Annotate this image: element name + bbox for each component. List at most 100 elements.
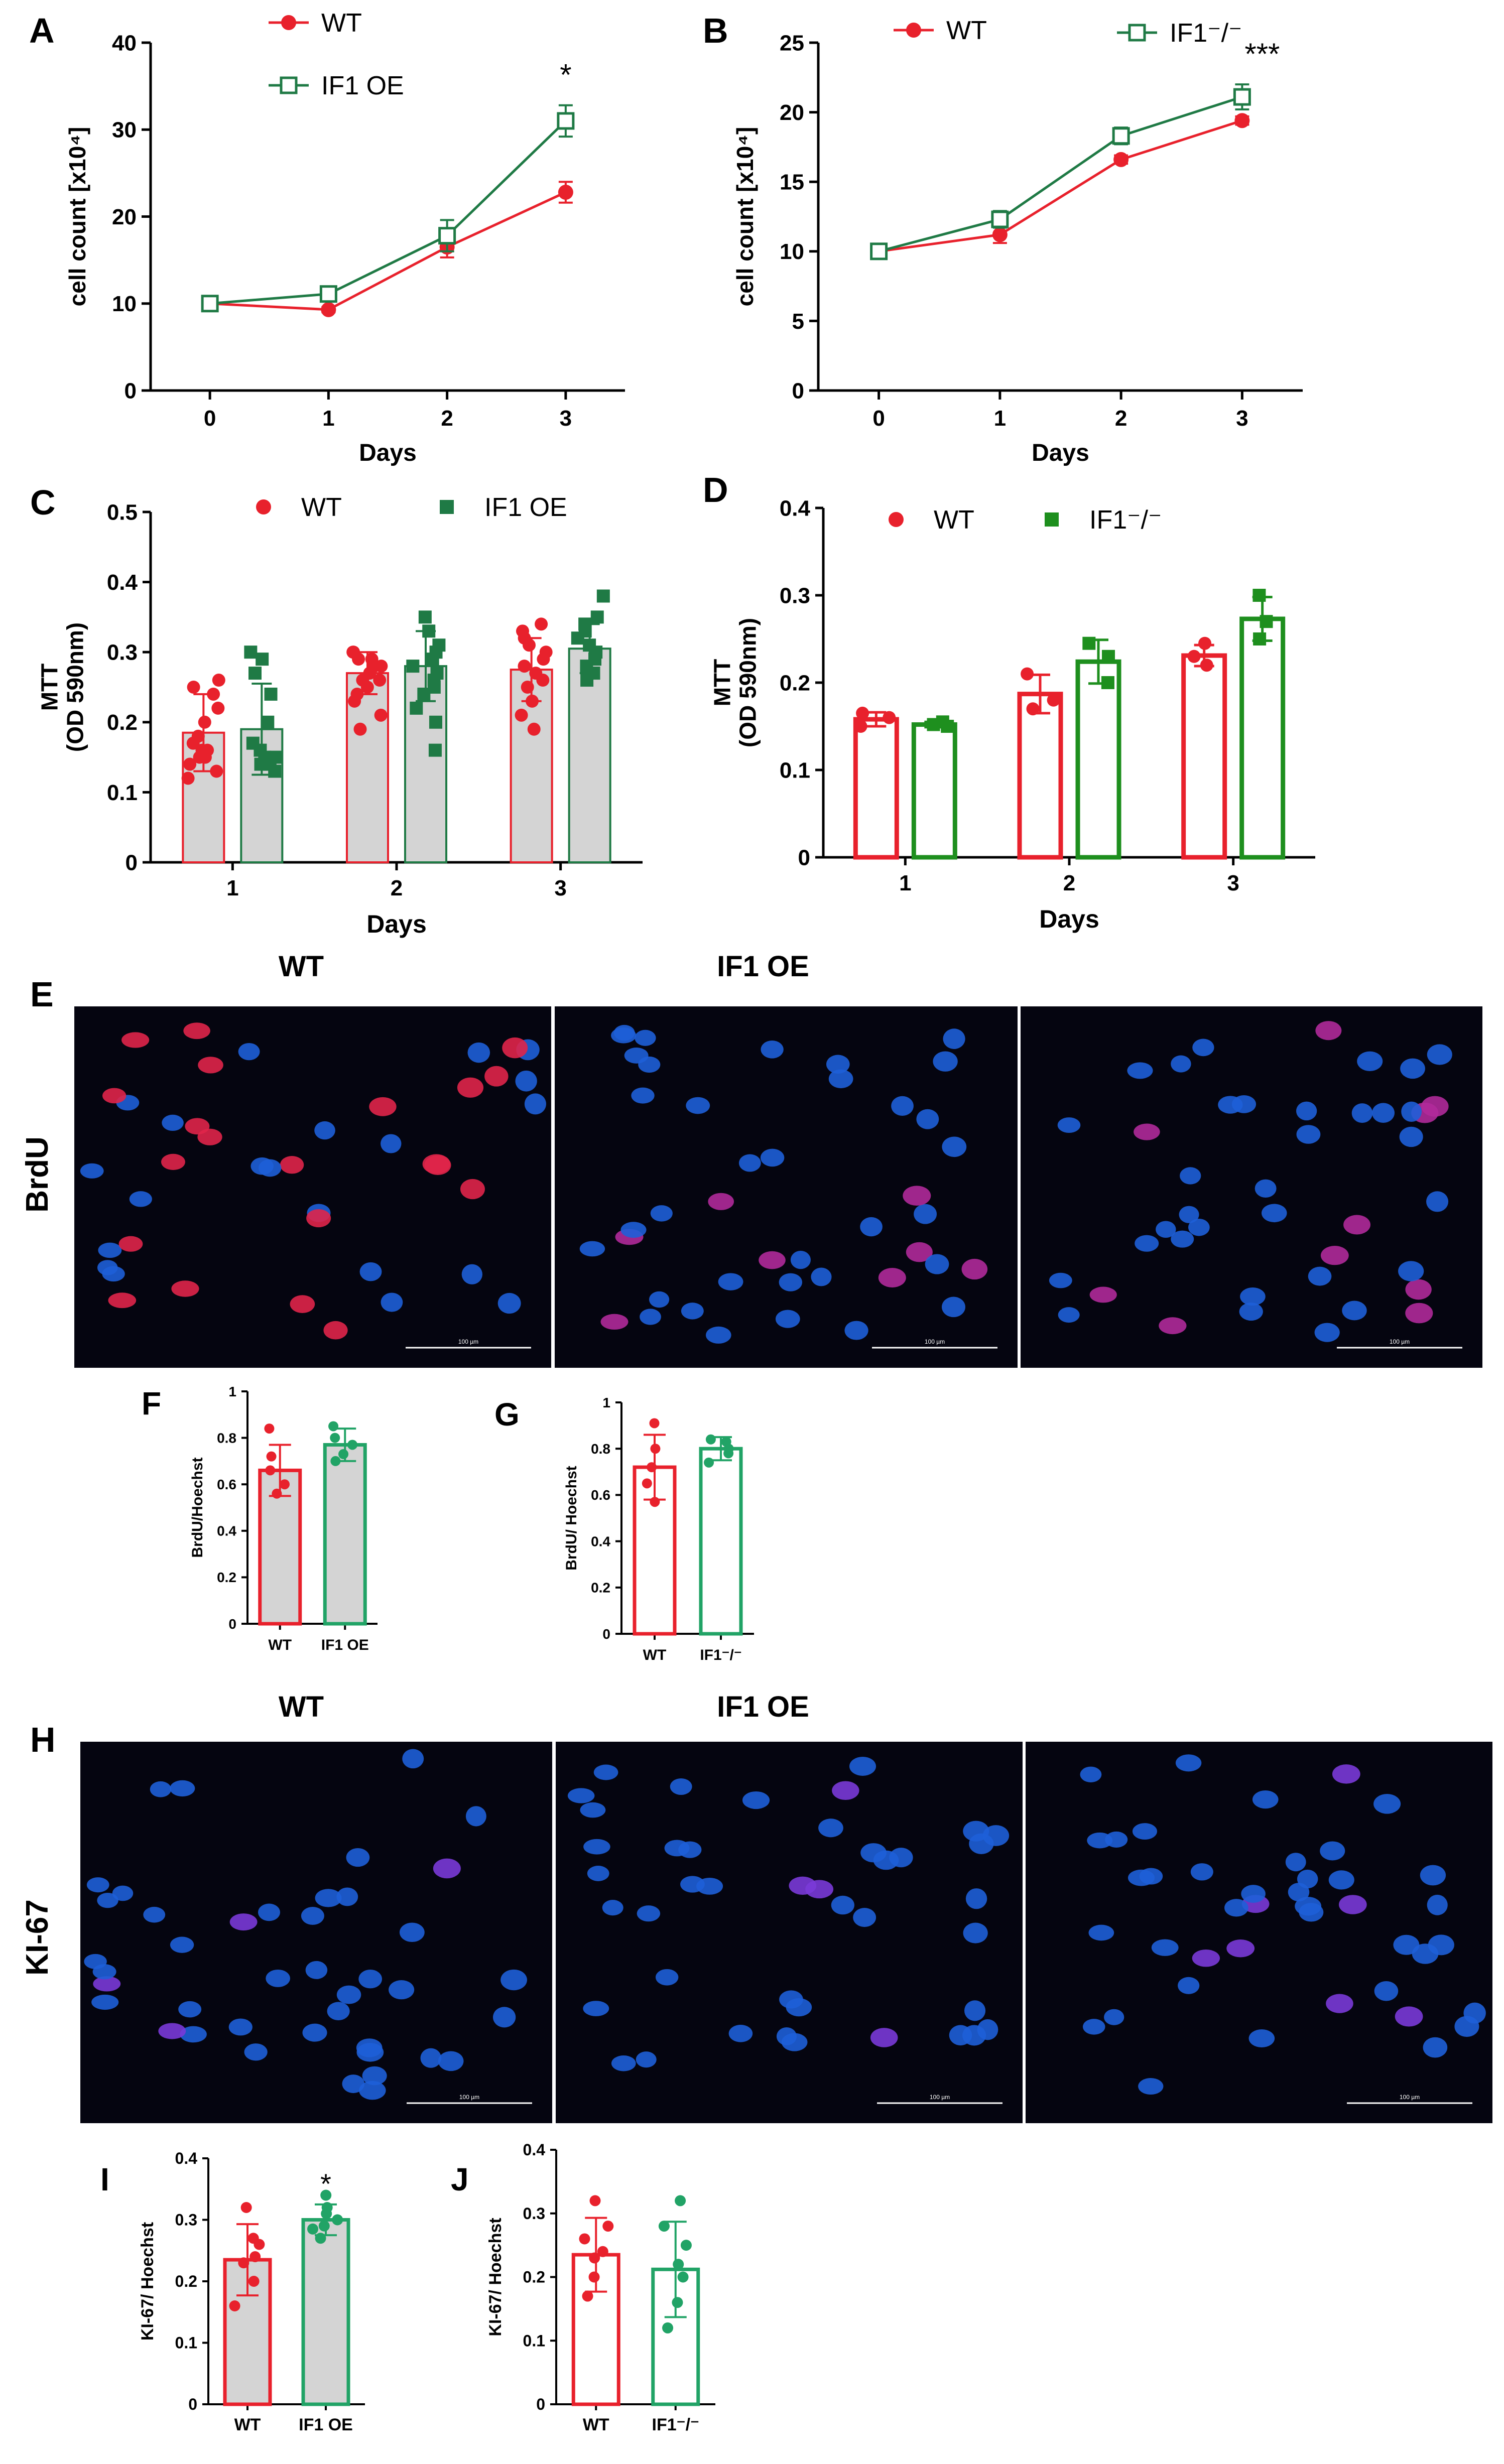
micro-h-col-oe: IF1 OE — [717, 1691, 809, 1723]
cell-nucleus — [567, 1788, 595, 1803]
data-point — [191, 729, 205, 743]
cell-nucleus — [965, 1888, 987, 1909]
cell-nucleus — [1314, 1323, 1340, 1342]
data-point — [328, 1421, 339, 1432]
y-tick-label: 1 — [228, 1384, 236, 1399]
significance-mark: * — [320, 2168, 331, 2199]
y-tick-label: 0.3 — [780, 583, 810, 608]
cell-nucleus — [461, 1264, 482, 1284]
cell-nucleus — [964, 2000, 986, 2021]
cell-nucleus — [1395, 2006, 1423, 2027]
data-point — [991, 210, 1009, 228]
cell-nucleus — [302, 2023, 327, 2042]
y-tick-label: 0.1 — [523, 2331, 545, 2350]
data-point — [410, 701, 423, 715]
cell-nucleus — [1179, 1206, 1199, 1223]
data-point — [321, 2202, 333, 2213]
cell-nucleus — [1134, 1123, 1160, 1140]
cell-nucleus — [1296, 1101, 1317, 1121]
cell-nucleus — [1343, 1215, 1370, 1235]
data-point — [1200, 659, 1213, 672]
data-point — [1198, 636, 1212, 650]
y-tick-label: 0.5 — [107, 500, 138, 525]
data-point — [210, 764, 223, 778]
cell-nucleus — [761, 1041, 784, 1059]
data-point — [315, 2233, 326, 2244]
data-point — [246, 736, 260, 750]
data-point — [597, 2246, 608, 2257]
cell-nucleus — [170, 1936, 194, 1953]
x-tick-label: 1 — [899, 871, 911, 895]
data-point — [307, 2223, 318, 2235]
micro-e-col-wt: WT — [279, 950, 324, 983]
panel-letter-h: H — [30, 1720, 56, 1759]
data-point — [1128, 24, 1146, 42]
y-tick-label: 30 — [112, 118, 137, 143]
y-tick-label: 0.3 — [107, 640, 138, 665]
bar — [323, 1443, 367, 1626]
cell-nucleus — [280, 1155, 304, 1174]
data-point — [662, 2322, 674, 2333]
cell-nucleus — [925, 1254, 949, 1274]
cell-nucleus — [583, 2001, 609, 2016]
cell-nucleus — [198, 1057, 223, 1074]
y-tick-label: 0 — [792, 378, 804, 403]
data-point — [272, 1488, 282, 1499]
x-tick-label: IF1 OE — [321, 1637, 369, 1653]
data-point — [338, 1449, 349, 1460]
cell-nucleus — [914, 1204, 937, 1224]
cell-nucleus — [860, 1843, 887, 1863]
cell-nucleus — [602, 1900, 623, 1916]
chart-j: 0 0.1 0.2 0.3 0.4 KI-67/ Hoechst WT IF1⁻/⁻ — [486, 2141, 715, 2434]
cell-nucleus — [790, 1250, 811, 1269]
data-point — [347, 1440, 358, 1450]
panel-letter-d: D — [703, 470, 728, 509]
cell-nucleus — [1138, 2078, 1164, 2095]
cell-nucleus — [1420, 1865, 1446, 1886]
cell-nucleus — [611, 1027, 637, 1044]
chart-d: 0 0.1 0.2 0.3 0.4 MTT(OD 590nm) Days 1 2 3 WT IF1⁻/… — [709, 496, 1315, 933]
y-tick-label: 0.6 — [591, 1487, 610, 1503]
cell-nucleus — [681, 1303, 704, 1320]
cell-nucleus — [1159, 1317, 1187, 1335]
x-axis-label: Days — [1039, 905, 1099, 933]
data-point — [350, 687, 364, 701]
cell-nucleus — [718, 1273, 743, 1290]
cell-nucleus — [678, 1841, 702, 1858]
y-tick-label: 0.6 — [217, 1477, 236, 1492]
series-line — [209, 120, 567, 305]
x-tick-label: 2 — [1063, 871, 1075, 895]
cell-nucleus — [524, 1093, 547, 1115]
cell-nucleus — [1151, 1939, 1179, 1956]
cell-nucleus — [637, 1905, 661, 1922]
cell-nucleus — [381, 1292, 403, 1312]
series-line — [879, 119, 1243, 253]
data-point — [1082, 636, 1096, 650]
data-point — [353, 722, 367, 736]
cell-nucleus — [1239, 1303, 1263, 1321]
y-tick-label: 0.2 — [175, 2272, 197, 2290]
data-point — [207, 687, 220, 701]
data-point — [558, 184, 573, 200]
cell-nucleus — [1427, 1044, 1452, 1065]
data-point — [318, 2220, 330, 2232]
data-point — [373, 674, 387, 687]
data-point — [265, 1465, 276, 1476]
cell-nucleus — [1082, 2019, 1105, 2035]
data-point — [249, 2251, 261, 2262]
cell-nucleus — [650, 1205, 673, 1222]
y-tick-label: 0 — [126, 850, 138, 875]
data-point — [516, 624, 530, 638]
cell-nucleus — [1132, 1823, 1157, 1840]
cell-nucleus — [811, 1267, 832, 1286]
cell-nucleus — [1405, 1279, 1432, 1300]
cell-nucleus — [438, 2051, 464, 2071]
data-point — [535, 617, 548, 631]
data-point — [428, 743, 442, 757]
x-tick-label: WT — [268, 1637, 292, 1653]
data-point — [906, 23, 921, 38]
cell-nucleus — [1401, 1101, 1422, 1122]
y-tick-label: 0.2 — [780, 671, 810, 695]
cell-nucleus — [342, 2074, 365, 2094]
